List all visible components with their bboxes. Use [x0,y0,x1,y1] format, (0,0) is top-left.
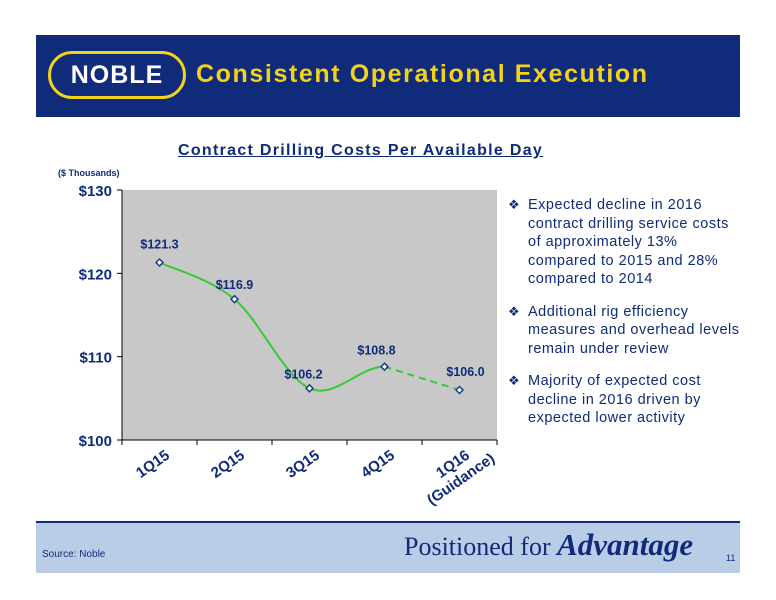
y-tick-label: $130 [79,183,112,200]
x-tick-label: 3Q15 [283,447,323,482]
data-point [379,362,390,372]
data-label: $116.9 [216,278,254,292]
footer-divider [36,521,740,523]
data-point [154,257,165,268]
x-tick-label-line: 3Q15 [283,447,323,482]
x-tick-label-line: 4Q15 [358,447,398,482]
bullet-text: Additional rig efficiency measures and o… [528,303,740,357]
data-label: $106.0 [446,365,484,379]
y-tick-label: $110 [79,350,112,367]
data-label: $108.8 [357,344,395,358]
tagline-prefix: Positioned for [404,532,558,561]
header-banner: NOBLE Consistent Operational Execution [36,35,740,117]
data-label: $121.3 [140,238,178,252]
x-tick-label: 4Q15 [358,447,398,482]
data-point [229,294,240,304]
y-tick-label: $100 [79,433,112,450]
chart-title: Contract Drilling Costs Per Available Da… [178,142,544,159]
x-tick-label-line: 1Q15 [133,447,173,482]
data-point [454,385,465,395]
x-tick-label-line: 2Q15 [208,447,248,482]
bullet-item: ❖ Expected decline in 2016 contract dril… [508,196,740,289]
page-number: 11 [726,553,736,563]
bullet-item: ❖ Additional rig efficiency measures and… [508,303,740,359]
footer-bar: Source: Noble Positioned for Advantage 1… [36,521,740,573]
noble-logo: NOBLE [48,51,186,99]
logo-text: NOBLE [70,60,164,89]
x-tick-label: 2Q15 [208,447,248,482]
bullet-item: ❖ Majority of expected cost decline in 2… [508,372,740,428]
plot-area [122,190,497,440]
diamond-bullet-icon: ❖ [508,373,521,388]
y-tick-label: $120 [79,266,112,283]
diamond-bullet-icon: ❖ [508,303,521,319]
data-point [304,383,315,393]
page-title: Consistent Operational Execution [196,60,649,88]
series-line [159,261,385,392]
diamond-bullet-icon: ❖ [508,197,521,212]
source-note: Source: Noble [42,549,106,560]
tagline-strong: Advantage [557,527,694,562]
data-label: $106.2 [284,367,322,381]
x-tick-label: 1Q16(Guidance) [424,447,498,509]
bullet-text: Expected decline in 2016 contract drilli… [528,197,729,287]
tagline: Positioned for Advantage [404,527,693,563]
bullet-list: ❖ Expected decline in 2016 contract dril… [508,196,740,442]
bullet-text: Majority of expected cost decline in 201… [528,373,701,426]
series-line-dashed [384,365,460,391]
y-axis-label: ($ Thousands) [58,168,120,178]
x-tick-label: 1Q15 [133,447,173,482]
